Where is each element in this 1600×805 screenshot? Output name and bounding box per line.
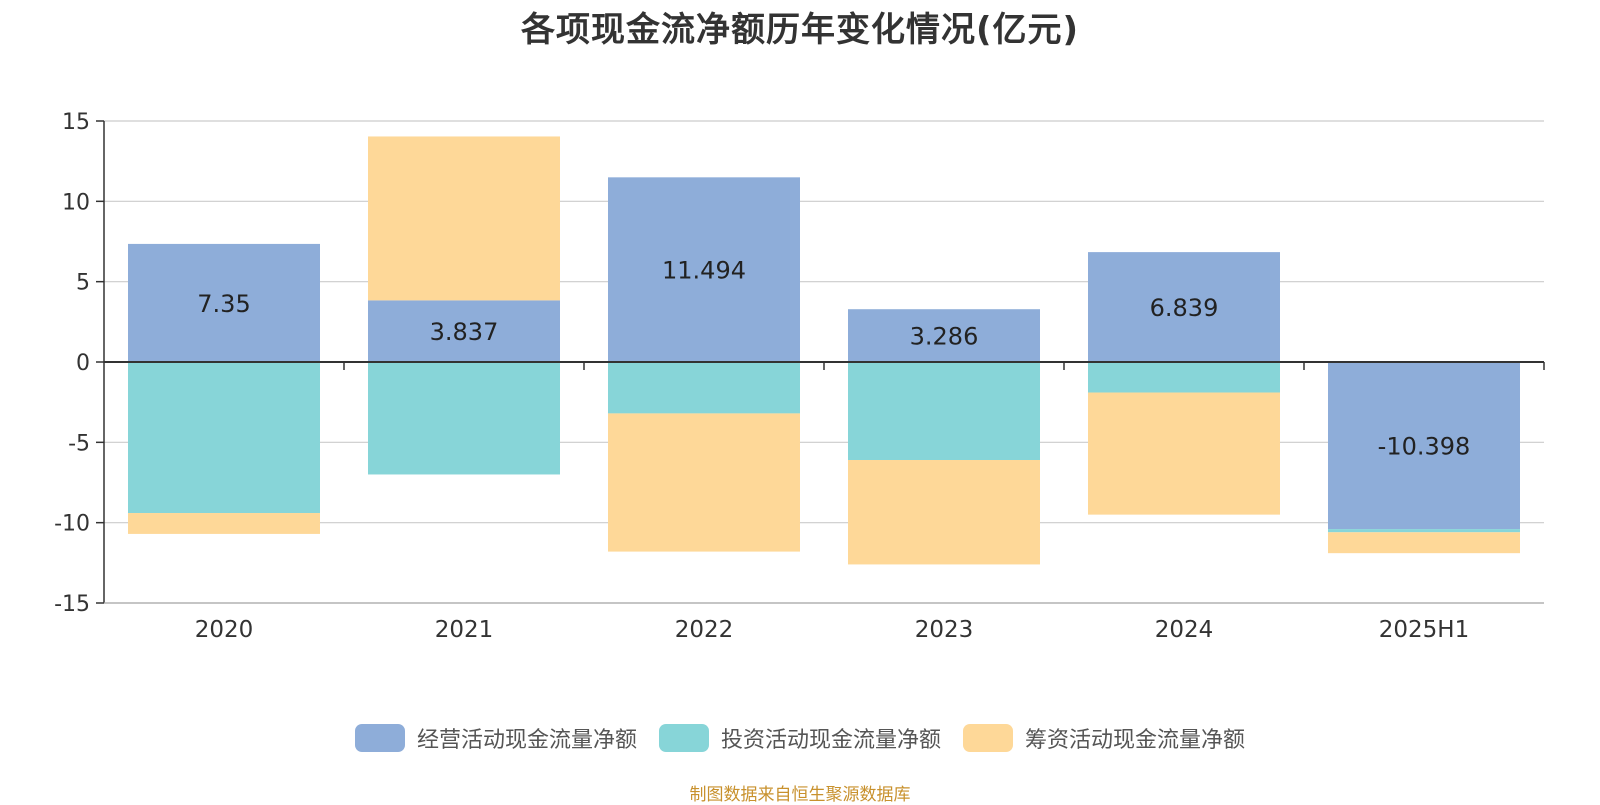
bar-0-2021: [368, 300, 560, 362]
legend-label-financing: 筹资活动现金流量净额: [1025, 728, 1246, 753]
legend-item-financing[interactable]: 筹资活动现金流量净额: [963, 722, 1245, 754]
bar-2-2021: [368, 136, 560, 301]
bar-0-2024: [1088, 252, 1280, 362]
y-tick-label: -5: [68, 431, 90, 456]
legend-item-operating[interactable]: 经营活动现金流量净额: [354, 722, 637, 754]
bar-2-2024: [1088, 392, 1280, 515]
bar-2-2025H1: [1328, 532, 1520, 554]
x-tick-label: 2021: [435, 617, 494, 643]
legend: 经营活动现金流量净额 投资活动现金流量净额 筹资活动现金流量净额: [0, 722, 1600, 754]
bar-2-2023: [848, 460, 1040, 565]
y-tick-label: -15: [54, 592, 90, 617]
bar-2-2022: [608, 413, 800, 552]
bar-0-2023: [848, 309, 1040, 362]
x-tick-label: 2023: [915, 617, 974, 643]
data-label: 3.286: [910, 323, 979, 351]
x-tick-label: 2020: [195, 617, 254, 643]
y-tick-label: 15: [62, 110, 90, 135]
bar-1-2023: [848, 362, 1040, 461]
x-tick-label: 2022: [675, 617, 734, 643]
y-tick-label: 5: [76, 271, 90, 296]
bar-0-2022: [608, 177, 800, 362]
data-label: 11.494: [662, 257, 746, 285]
legend-label-operating: 经营活动现金流量净额: [416, 728, 637, 753]
bar-1-2022: [608, 362, 800, 414]
y-tick-label: 0: [76, 351, 90, 376]
legend-item-investing[interactable]: 投资活动现金流量净额: [658, 722, 941, 754]
legend-label-investing: 投资活动现金流量净额: [720, 728, 941, 753]
y-tick-label: -10: [54, 512, 90, 537]
bar-series: [128, 136, 1520, 565]
bar-1-2021: [368, 362, 560, 475]
legend-swatch-financing: [963, 724, 1013, 752]
data-label: 3.837: [430, 318, 499, 346]
data-label: -10.398: [1378, 433, 1471, 461]
bar-1-2020: [128, 362, 320, 514]
data-source-note: 制图数据来自恒生聚源数据库: [689, 785, 911, 805]
bar-1-2025H1: [1328, 529, 1520, 533]
data-labels: 7.35 3.837 11.494 3.286 6.839 -10.398: [197, 257, 1470, 461]
x-tick-label: 2024: [1155, 617, 1214, 643]
chart-title: 各项现金流净额历年变化情况(亿元): [520, 10, 1080, 50]
bar-0-2025H1: [1328, 362, 1520, 530]
bar-chart: 15 10 5 0 -5 -10 -15 2020 2021 2022 2023 2024 2025H1…: [54, 110, 1545, 643]
legend-swatch-operating: [354, 724, 405, 752]
x-tick-label: 2025H1: [1379, 617, 1469, 643]
y-tick-label: 10: [62, 190, 90, 215]
bar-2-2020: [128, 513, 320, 534]
bar-1-2024: [1088, 362, 1280, 393]
bar-0-2020: [128, 243, 320, 362]
data-label: 7.35: [197, 290, 250, 318]
data-label: 6.839: [1150, 294, 1219, 322]
legend-swatch-investing: [658, 724, 709, 752]
axes: 15 10 5 0 -5 -10 -15 2020 2021 2022 2023 2024 2025H1: [54, 110, 1545, 643]
